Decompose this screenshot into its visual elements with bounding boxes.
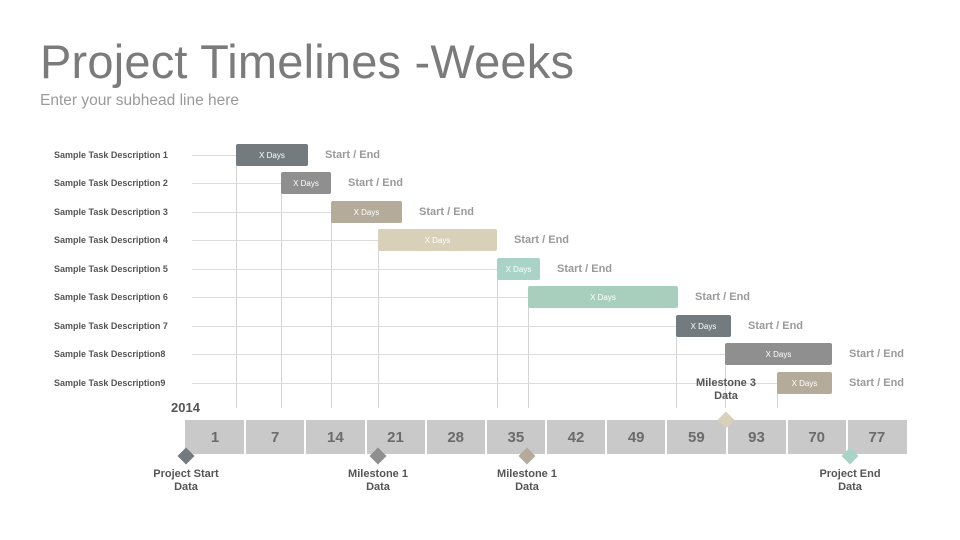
axis-tick: 59 — [688, 428, 705, 446]
milestone-label-line1: Milestone 1 — [497, 468, 557, 480]
task-row-line — [192, 354, 725, 355]
milestone-label-line2: Data — [174, 481, 198, 493]
task-label: Sample Task Description8 — [54, 349, 166, 359]
page-title: Project Timelines -Weeks — [40, 35, 575, 88]
task-bar[interactable]: X Days — [331, 201, 402, 223]
task-guide-line — [281, 183, 282, 408]
task-bar[interactable]: X Days — [676, 315, 731, 337]
task-row-line — [192, 326, 676, 327]
axis-tick: 77 — [868, 428, 886, 446]
axis-tick: 93 — [748, 428, 765, 446]
axis-divider — [665, 420, 668, 454]
year-label: 2014 — [171, 400, 200, 415]
task-bar[interactable]: X Days — [528, 286, 678, 308]
task-label: Sample Task Description 1 — [54, 150, 168, 160]
task-guide-line — [777, 383, 778, 408]
task-guide-line — [497, 269, 498, 408]
task-start-end-note: Start / End — [348, 177, 404, 189]
axis-tick: 49 — [627, 428, 645, 446]
milestone-label-line2: Data — [838, 481, 862, 493]
task-bar[interactable]: X Days — [378, 229, 497, 251]
milestone-label: Project End Data — [800, 468, 900, 494]
page-subtitle: Enter your subhead line here — [40, 92, 240, 109]
milestone-label-line1: Milestone 1 — [348, 468, 408, 480]
axis-tick: 70 — [808, 428, 826, 446]
milestone-label-line2: Data — [714, 390, 738, 402]
task-label: Sample Task Description 6 — [54, 292, 168, 302]
axis-divider — [785, 420, 788, 454]
milestone-label: Milestone 1 Data — [328, 468, 428, 494]
task-bar[interactable]: X Days — [236, 144, 308, 166]
task-row-line — [192, 297, 528, 298]
task-bar[interactable]: X Days — [777, 372, 832, 394]
task-label: Sample Task Description 7 — [54, 321, 168, 331]
task-bar[interactable]: X Days — [497, 258, 540, 280]
task-guide-line — [528, 297, 529, 408]
task-label: Sample Task Description 4 — [54, 235, 168, 245]
task-bar[interactable]: X Days — [725, 343, 832, 365]
task-guide-line — [236, 155, 237, 408]
task-row-line — [192, 212, 331, 213]
axis-tick: 35 — [507, 428, 525, 446]
axis-divider — [845, 420, 848, 454]
axis-divider — [484, 420, 487, 454]
milestone-label-line2: Data — [515, 481, 539, 493]
milestone-label: Milestone 1 Data — [477, 468, 577, 494]
task-row-line — [192, 240, 378, 241]
axis-tick: 7 — [270, 428, 280, 446]
axis-divider — [424, 420, 427, 454]
milestone-label: Project Start Data — [136, 468, 236, 494]
milestone-label-line1: Project End — [819, 468, 881, 480]
axis-divider — [364, 420, 367, 454]
task-label: Sample Task Description 3 — [54, 207, 168, 217]
task-start-end-note: Start / End — [325, 149, 381, 161]
task-row-line — [192, 183, 281, 184]
axis-divider — [545, 420, 548, 454]
task-guide-line — [331, 212, 332, 408]
task-start-end-note: Start / End — [419, 206, 475, 218]
task-row-line — [192, 155, 236, 156]
task-row-line — [192, 269, 497, 270]
axis-divider — [605, 420, 608, 454]
task-start-end-note: Start / End — [514, 234, 570, 246]
axis-tick: 42 — [567, 428, 585, 446]
axis-tick: 28 — [447, 428, 465, 446]
axis-tick: 1 — [210, 428, 220, 446]
milestone-label-line1: Project Start — [153, 468, 219, 480]
task-row-line — [192, 383, 777, 384]
task-bar[interactable]: X Days — [281, 172, 331, 194]
task-label: Sample Task Description 2 — [54, 178, 168, 188]
axis-divider — [725, 420, 728, 454]
task-guide-line — [676, 326, 677, 408]
task-guide-line — [378, 240, 379, 408]
task-label: Sample Task Description 5 — [54, 264, 168, 274]
task-start-end-note: Start / End — [557, 263, 613, 275]
axis-tick: 21 — [387, 428, 404, 446]
axis-divider — [304, 420, 307, 454]
milestone-label-line2: Data — [366, 481, 390, 493]
milestone-label: Milestone 3 Data — [676, 377, 776, 403]
task-start-end-note: Start / End — [849, 348, 905, 360]
task-start-end-note: Start / End — [748, 320, 804, 332]
task-guide-line — [725, 354, 726, 408]
task-label: Sample Task Description9 — [54, 378, 166, 388]
milestone-label-line1: Milestone 3 — [696, 377, 756, 389]
task-start-end-note: Start / End — [849, 377, 905, 389]
axis-tick: 14 — [326, 428, 344, 446]
task-start-end-note: Start / End — [695, 291, 751, 303]
axis-divider — [244, 420, 247, 454]
